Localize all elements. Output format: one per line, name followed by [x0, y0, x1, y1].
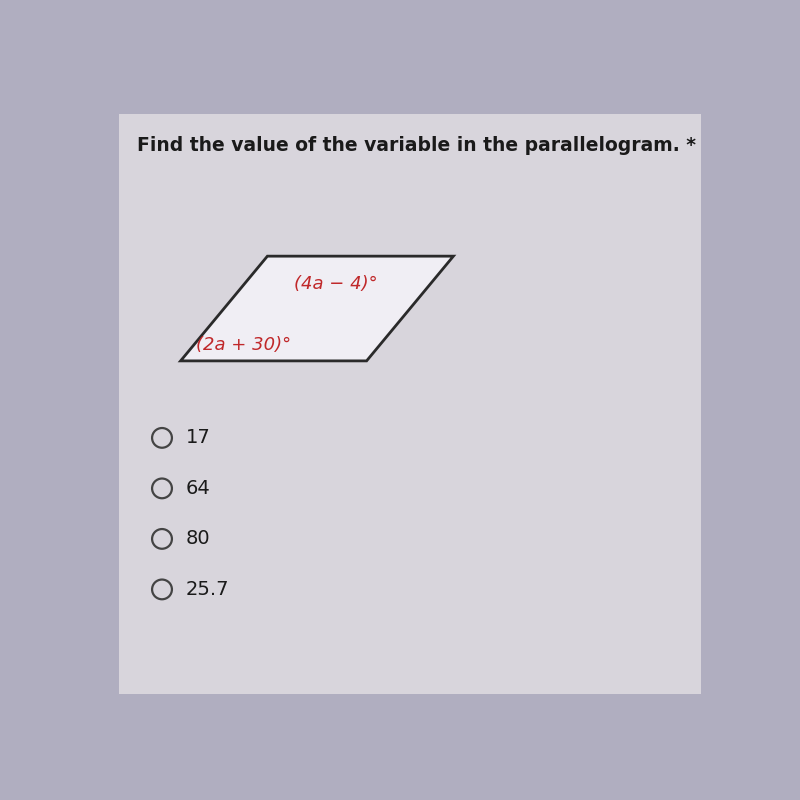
FancyBboxPatch shape	[118, 114, 702, 694]
Polygon shape	[181, 256, 454, 361]
Text: 25.7: 25.7	[186, 580, 229, 599]
Text: 80: 80	[186, 530, 210, 549]
Text: Find the value of the variable in the parallelogram. *: Find the value of the variable in the pa…	[138, 136, 696, 155]
Text: (2a + 30)°: (2a + 30)°	[196, 337, 291, 354]
Text: (4a − 4)°: (4a − 4)°	[294, 275, 378, 293]
Text: 17: 17	[186, 428, 210, 447]
Text: 64: 64	[186, 479, 210, 498]
